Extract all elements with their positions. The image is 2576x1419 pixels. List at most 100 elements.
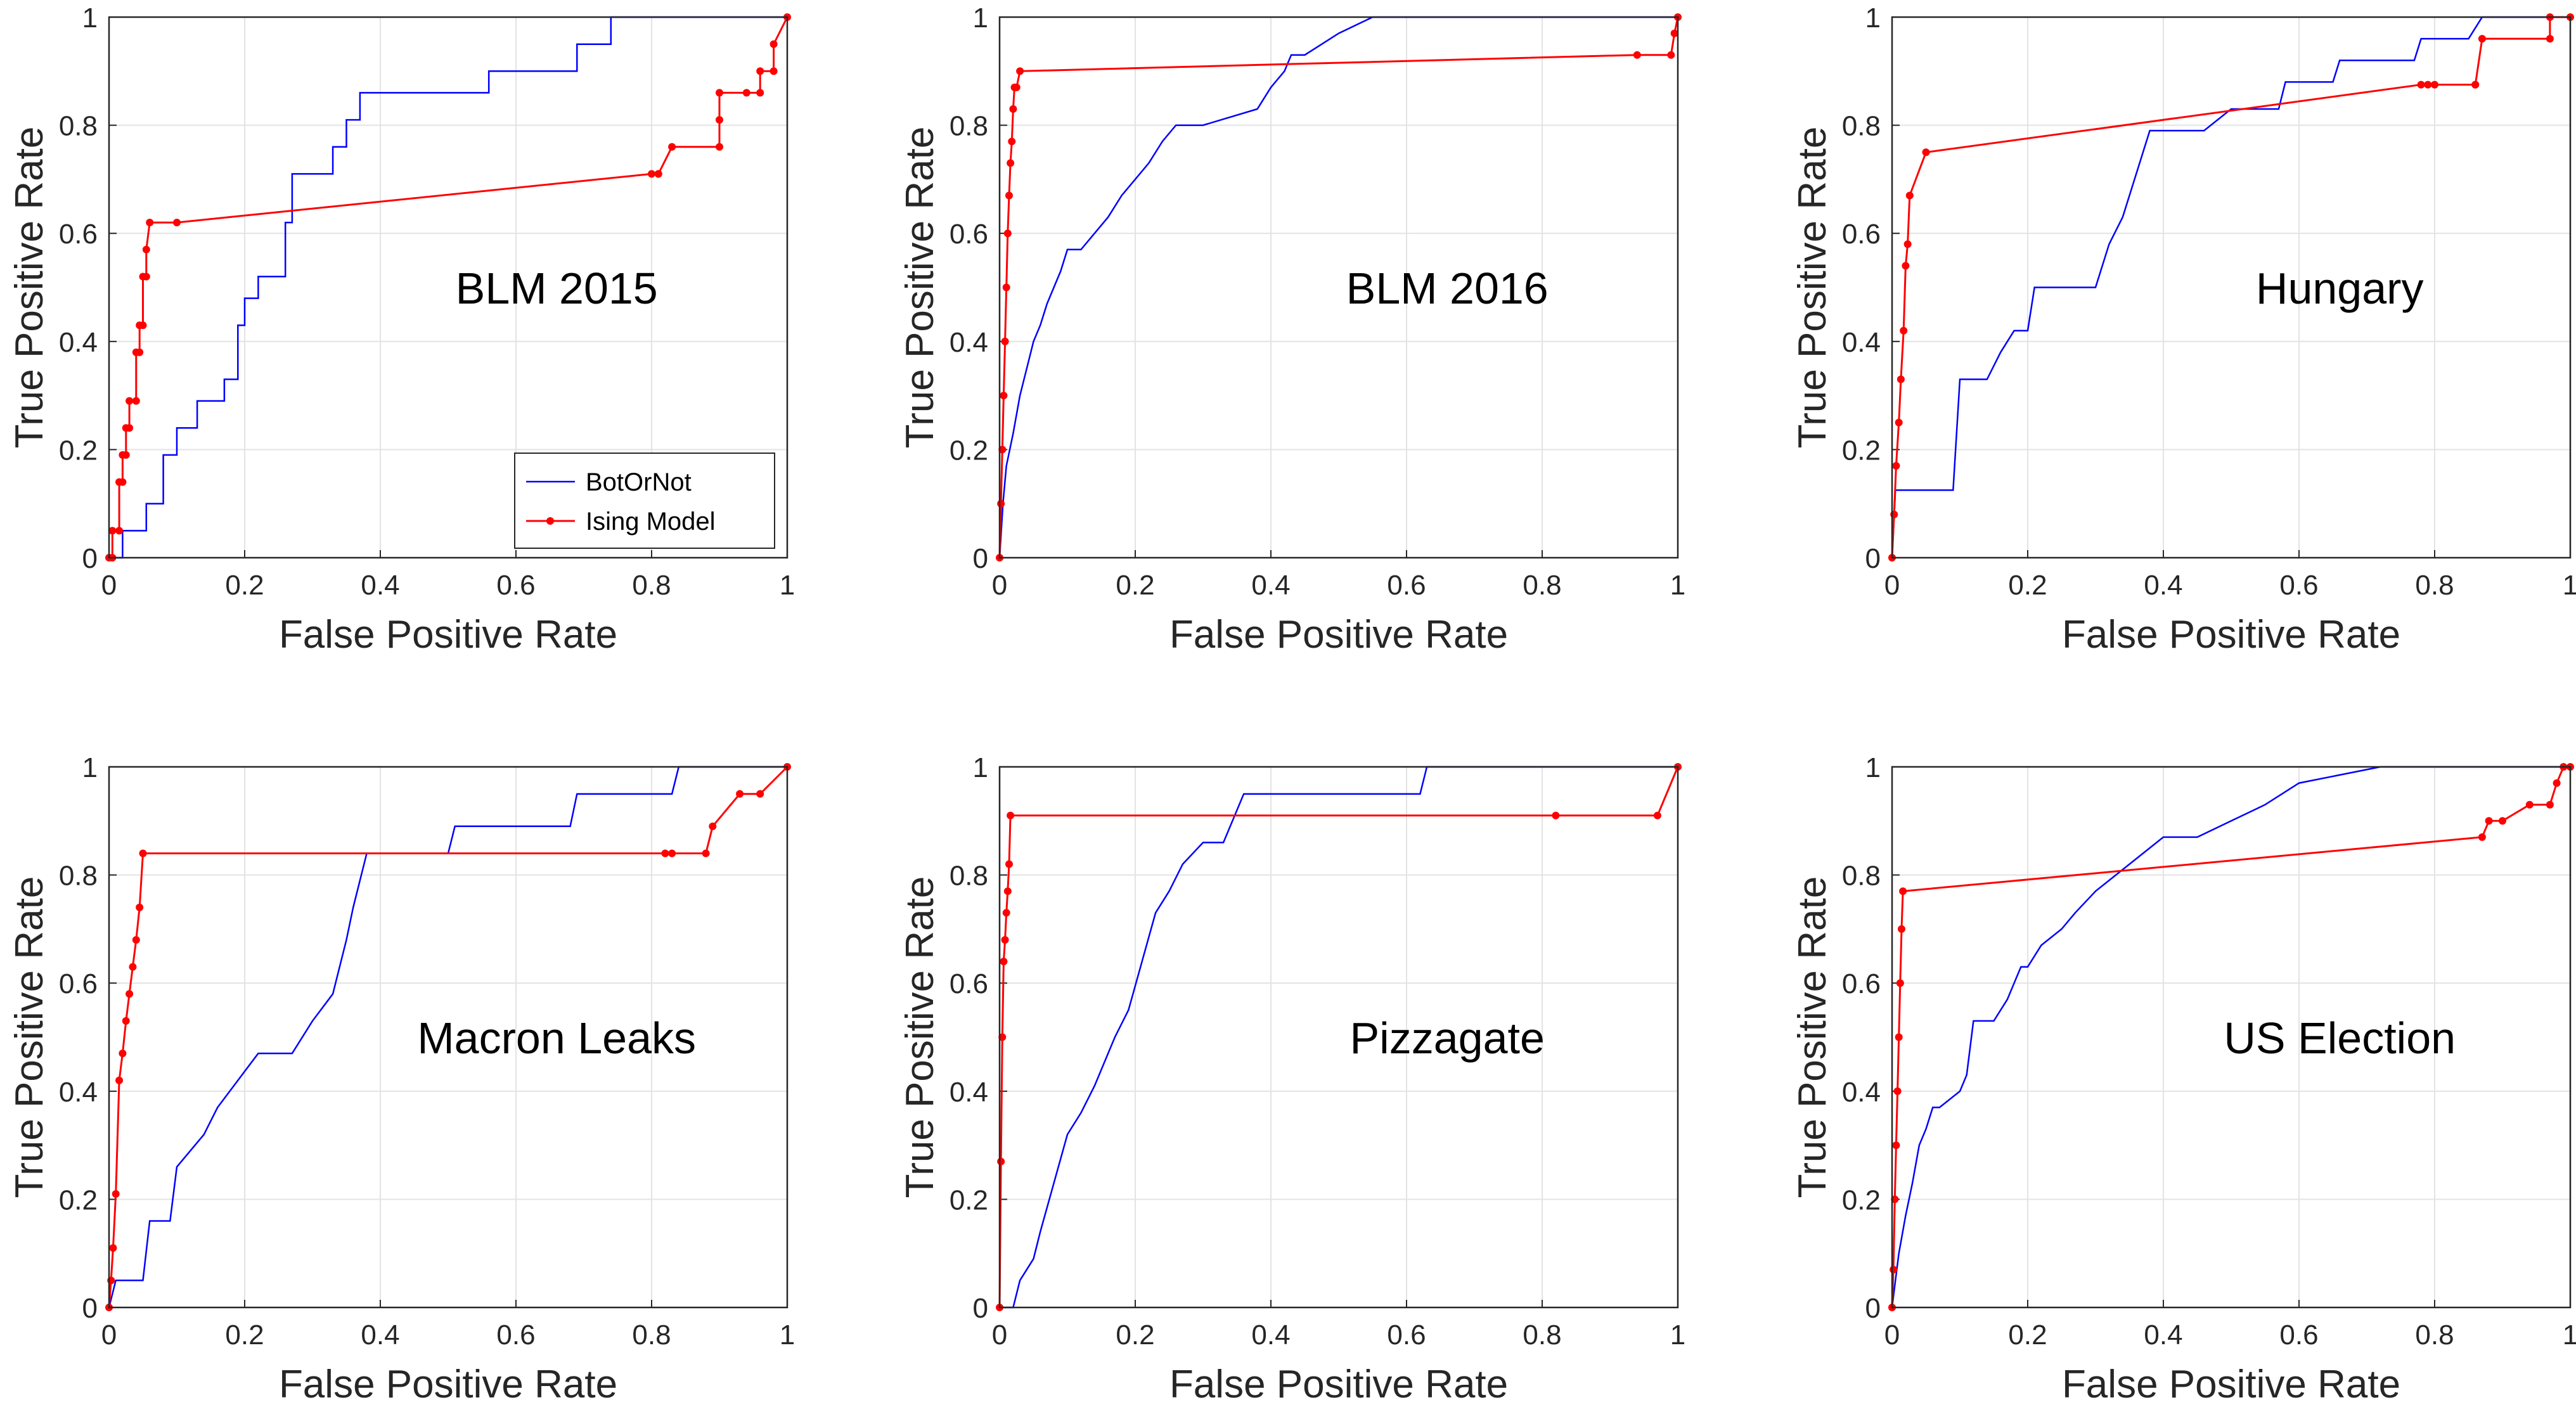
x-tick-label: 0.6 (2279, 570, 2318, 601)
ising-point (1003, 229, 1012, 238)
ising-point (1002, 909, 1010, 917)
x-tick-label: 1 (1670, 1319, 1685, 1351)
y-tick-label: 0 (1865, 543, 1881, 574)
panel-title: BLM 2016 (1346, 264, 1549, 313)
ising-point (2546, 35, 2554, 43)
y-tick-label: 1 (82, 752, 98, 783)
x-tick-label: 0.8 (1523, 570, 1561, 601)
ising-point (1000, 392, 1008, 400)
plot-area (1892, 767, 2570, 1307)
x-tick-label: 0.4 (361, 1319, 399, 1351)
y-tick-label: 0.2 (950, 435, 988, 466)
y-tick-label: 0.8 (1842, 861, 1881, 892)
ising-point (136, 348, 144, 356)
ising-point (1005, 860, 1013, 868)
ising-point (1653, 811, 1661, 819)
botornot-line (108, 766, 787, 1308)
roc-panel-4: 0 0.2 0.4 0.6 0.8 1 0 0.2 0.4 0.6 0.8 1 Macron Leaks… (8, 752, 795, 1406)
roc-panel-1: 0 0.2 0.4 0.6 0.8 1 0 0.2 0.4 0.6 0.8 1 BLM 2015 Fals… (8, 3, 795, 657)
legend-label: BotOrNot (586, 468, 692, 496)
ising-point (1892, 1141, 1900, 1150)
ising-point (1895, 418, 1903, 427)
y-axis-label: True Positive Rate (898, 127, 942, 449)
ising-point (661, 849, 669, 857)
ising-point (736, 790, 744, 798)
ising-point (126, 397, 134, 405)
y-tick-label: 0.8 (59, 861, 98, 892)
ising-point (2471, 80, 2480, 89)
ising-point (1892, 461, 1900, 470)
y-tick-label: 0.8 (950, 111, 988, 142)
plot-area (1892, 17, 2570, 558)
x-tick-label: 0 (992, 1319, 1007, 1351)
x-axis-label: False Positive Rate (1169, 1363, 1508, 1406)
ising-point (173, 219, 181, 227)
y-tick-label: 0.2 (1842, 1185, 1881, 1216)
y-tick-label: 0.2 (950, 1185, 988, 1216)
x-tick-label: 0.2 (225, 1319, 264, 1351)
legend-box (514, 453, 775, 549)
ising-point (2525, 800, 2534, 809)
ising-point (756, 790, 764, 798)
ising-point (1012, 83, 1021, 91)
roc-panel-5: 0 0.2 0.4 0.6 0.8 1 0 0.2 0.4 0.6 0.8 1 Pizzagate Fal… (898, 752, 1685, 1406)
ising-point (716, 143, 723, 151)
x-tick-label: 0.2 (1116, 1319, 1154, 1351)
x-tick-label: 1 (2563, 570, 2576, 601)
legend-marker (546, 517, 554, 525)
ising-point (2485, 817, 2493, 825)
ising-point (1001, 935, 1009, 944)
ising-point (756, 89, 764, 97)
ising-point (1000, 958, 1008, 966)
ising-point (716, 89, 723, 97)
roc-panel-2: 0 0.2 0.4 0.6 0.8 1 0 0.2 0.4 0.6 0.8 1 BLM 2016 Fals… (898, 3, 1685, 657)
botornot-line (1891, 766, 2570, 1308)
ising-point (1893, 1087, 1902, 1095)
ising-point (997, 1157, 1005, 1165)
x-tick-label: 0.8 (632, 570, 671, 601)
ising-model-line (998, 766, 1679, 1308)
y-tick-label: 0 (1865, 1293, 1881, 1324)
ising-point (139, 849, 147, 857)
y-tick-label: 0.4 (950, 327, 988, 358)
axes-box (108, 16, 789, 559)
x-tick-label: 0.6 (1387, 1319, 1426, 1351)
y-tick-label: 0.2 (59, 1185, 98, 1216)
y-axis-label: True Positive Rate (1791, 876, 1834, 1198)
ising-point (654, 170, 662, 178)
y-axis-label: True Positive Rate (898, 876, 942, 1198)
ising-point (1899, 887, 1907, 896)
ising-point (716, 116, 723, 124)
ising-point (122, 1017, 130, 1025)
y-tick-label: 0.6 (59, 219, 98, 250)
ising-point (770, 67, 778, 75)
plot-area (1000, 767, 1678, 1307)
ising-point (668, 849, 676, 857)
ising-point (998, 1033, 1007, 1041)
ising-point (1009, 105, 1017, 113)
x-tick-label: 0 (992, 570, 1007, 601)
y-tick-label: 0.8 (59, 111, 98, 142)
axes-box (998, 16, 1679, 559)
botornot-line (1891, 16, 2570, 558)
y-tick-label: 0.4 (950, 1077, 988, 1108)
ising-point (2478, 833, 2486, 841)
x-tick-label: 0.4 (1251, 1319, 1290, 1351)
y-tick-label: 1 (1865, 3, 1881, 34)
ising-point (115, 527, 124, 535)
ising-point (1900, 326, 1908, 335)
y-tick-label: 0.6 (950, 968, 988, 999)
panel-title: Pizzagate (1349, 1013, 1544, 1063)
ising-point (1002, 283, 1010, 292)
ising-point (1903, 240, 1912, 248)
x-axis-label: False Positive Rate (1169, 613, 1508, 657)
botornot-line (998, 16, 1678, 558)
x-tick-label: 1 (1670, 570, 1685, 601)
y-tick-label: 1 (973, 752, 988, 783)
ising-point (1007, 159, 1015, 167)
x-tick-label: 1 (780, 1319, 795, 1351)
ising-point (142, 273, 150, 281)
x-axis-label: False Positive Rate (2062, 613, 2400, 657)
legend: BotOrNot Ising Model (514, 453, 775, 549)
